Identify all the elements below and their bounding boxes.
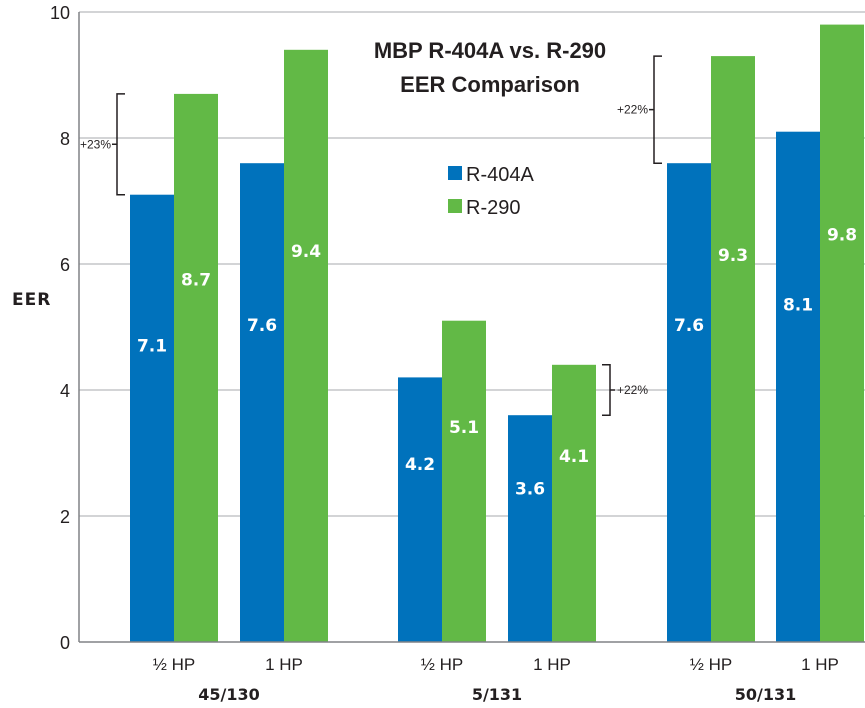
percent-annotation: +23% [80,137,111,151]
y-tick-label: 0 [60,633,70,653]
bar-value-label: 4.1 [559,447,589,467]
percent-bracket: +23% [80,93,125,196]
bar-r290-3 [552,364,596,642]
group-label: 45/130 [198,685,260,704]
y-tick-label: 8 [60,129,70,149]
bar-r404a-0 [130,194,174,642]
bar-r404a-3 [508,415,552,642]
percent-annotation: +22% [617,383,648,397]
chart-title-line-1: MBP R-404A vs. R-290 [374,38,606,63]
bar-value-label: 7.6 [674,316,704,336]
bar-value-labels: 7.1 8.7 7.6 9.4 4.2 5.1 3.6 4.1 7.6 9.3 8.1 9.8 [137,226,857,500]
bar-r290-5 [820,24,864,643]
y-tick-label: 10 [50,3,70,23]
category-label: ½ HP [421,655,464,674]
chart-title-line-2: EER Comparison [400,72,580,97]
group-label: 50/131 [735,685,797,704]
percent-bracket: +22% [602,364,648,416]
group-label: 5/131 [472,685,522,704]
y-tick-label: 2 [60,507,70,527]
percent-bracket: +22% [617,55,662,164]
bar-value-label: 3.6 [515,480,545,500]
y-tick-label: 4 [60,381,70,401]
category-label: 1 HP [533,655,571,674]
legend-label-r404a: R-404A [466,164,534,186]
category-label: 1 HP [801,655,839,674]
bar-r404a-4 [667,163,711,642]
bar-r404a-2 [398,377,442,642]
bar-value-label: 9.4 [291,242,321,262]
category-label: ½ HP [153,655,196,674]
category-label: ½ HP [690,655,733,674]
y-axis-ticks: 0 2 4 6 8 10 [50,3,70,653]
percent-annotation: +22% [617,103,648,117]
legend-swatch-r290 [448,199,462,213]
bar-value-label: 8.7 [181,271,211,291]
bar-value-label: 9.3 [718,246,748,266]
bar-value-label: 5.1 [449,418,479,438]
legend-swatch-r404a [448,166,462,180]
annotations: +23% +22% +22% [80,55,662,416]
bar-value-label: 9.8 [827,226,857,246]
bar-r290-4 [711,56,755,643]
bar-value-label: 7.1 [137,336,167,356]
bar-r290-1 [284,49,328,643]
bar-r404a-5 [776,131,820,642]
bar-r404a-1 [240,163,284,642]
y-axis-label: EER [12,290,51,310]
legend: R-404A R-290 [448,164,534,219]
category-label: 1 HP [265,655,303,674]
legend-label-r290: R-290 [466,197,520,219]
bars [130,24,864,643]
bar-r290-2 [442,320,486,642]
bar-r290-0 [174,93,218,642]
bar-value-label: 8.1 [783,295,813,315]
bar-value-label: 4.2 [405,455,435,475]
y-tick-label: 6 [60,255,70,275]
bar-value-label: 7.6 [247,316,277,336]
